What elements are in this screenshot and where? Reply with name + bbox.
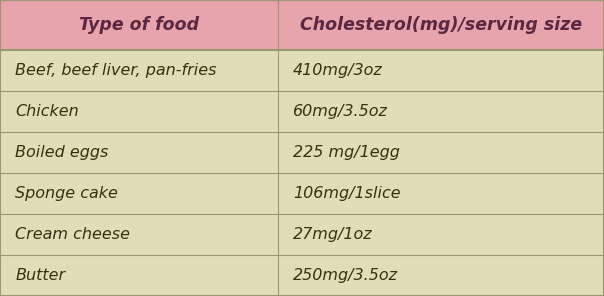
Bar (0, 173, 604, 214)
Bar (0, 255, 604, 296)
Bar (0, 50, 604, 91)
Text: Beef, beef liver, pan-fries: Beef, beef liver, pan-fries (15, 63, 217, 78)
Text: Sponge cake: Sponge cake (15, 186, 118, 201)
Bar (0, 132, 604, 173)
Text: Cream cheese: Cream cheese (15, 227, 130, 242)
Bar (0, 0, 604, 50)
Text: 60mg/3.5oz: 60mg/3.5oz (293, 104, 388, 119)
Bar (0, 91, 604, 132)
Text: Chicken: Chicken (15, 104, 79, 119)
Text: 27mg/1oz: 27mg/1oz (293, 227, 373, 242)
Text: Cholesterol(mg)/serving size: Cholesterol(mg)/serving size (300, 16, 582, 34)
Text: 225 mg/1egg: 225 mg/1egg (293, 145, 400, 160)
Bar (0, 214, 604, 255)
Text: 250mg/3.5oz: 250mg/3.5oz (293, 268, 398, 283)
Text: 410mg/3oz: 410mg/3oz (293, 63, 383, 78)
Text: Type of food: Type of food (79, 16, 199, 34)
Text: Butter: Butter (15, 268, 65, 283)
Text: Boiled eggs: Boiled eggs (15, 145, 109, 160)
Text: 106mg/1slice: 106mg/1slice (293, 186, 400, 201)
